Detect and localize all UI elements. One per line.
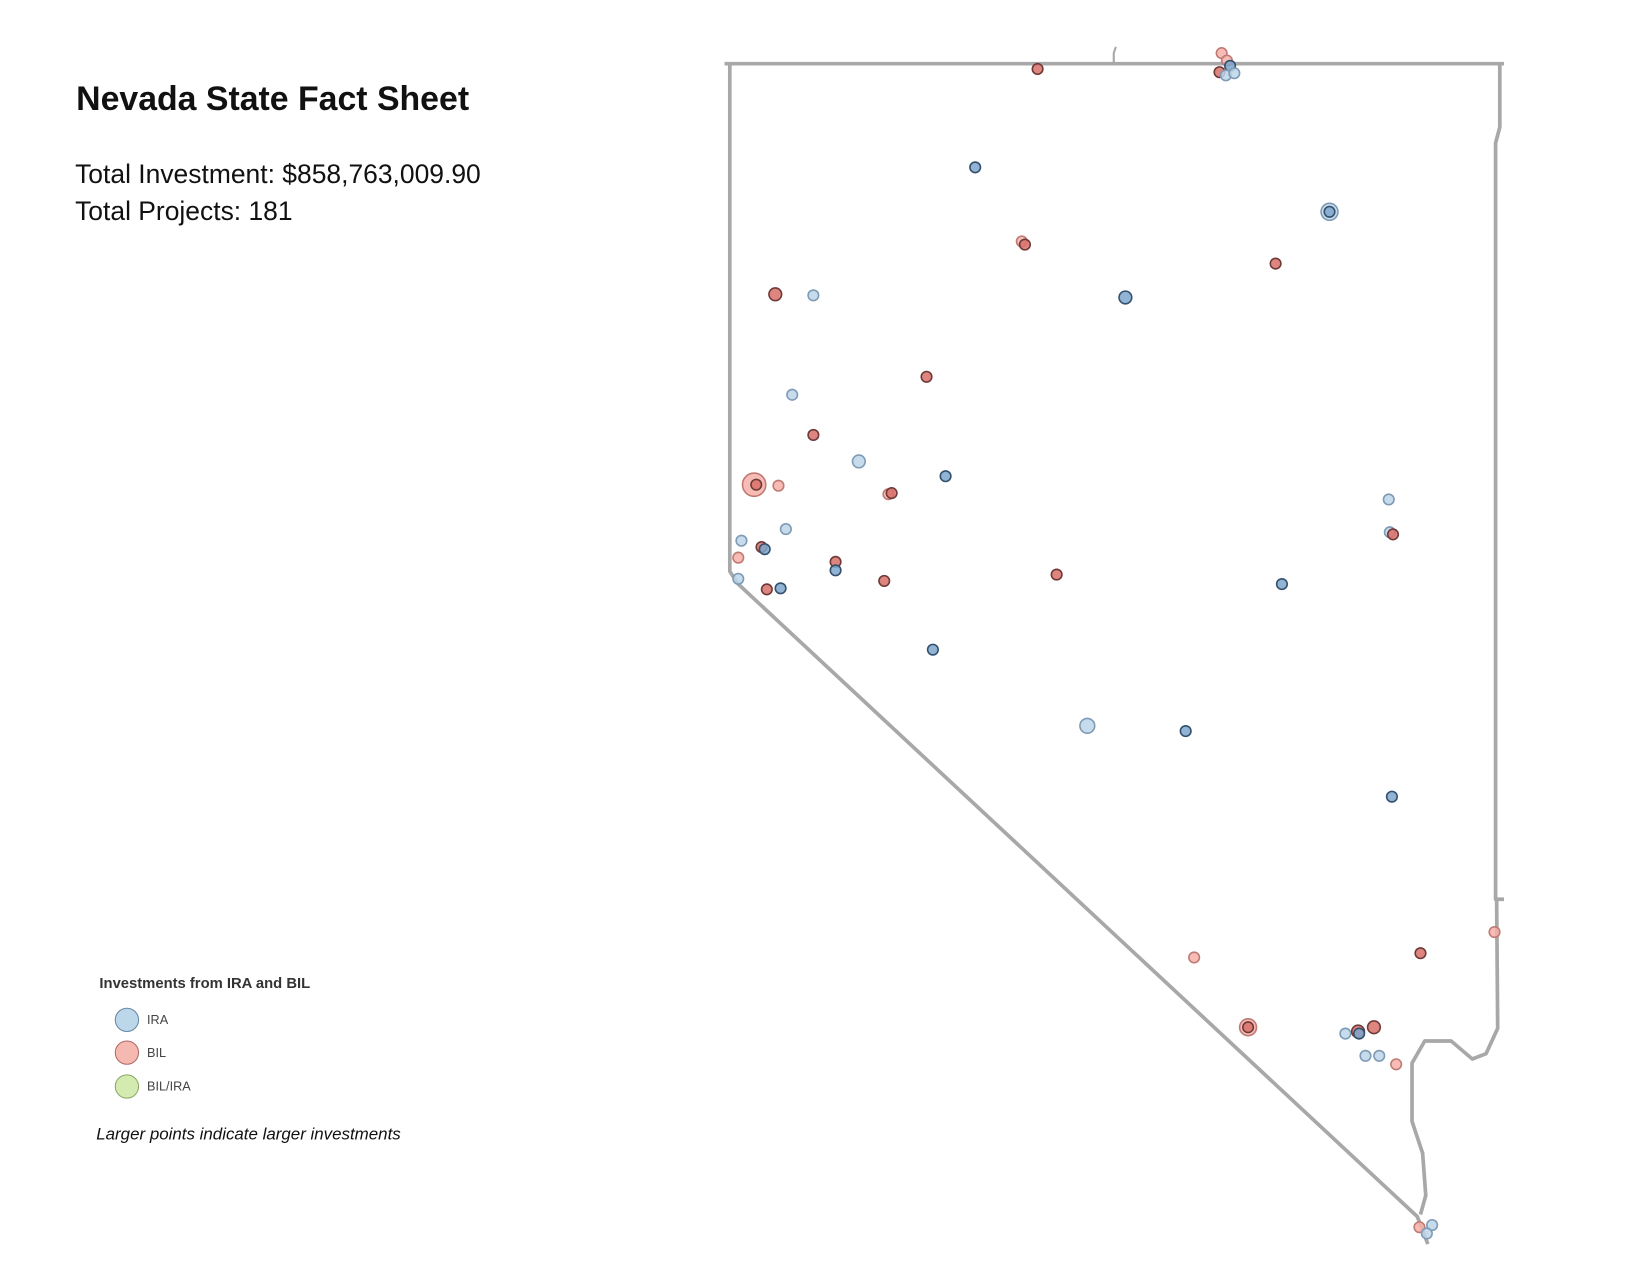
legend-swatch (114, 1007, 140, 1033)
project-point (732, 551, 745, 564)
project-point (920, 370, 933, 383)
project-point (1228, 67, 1241, 80)
project-point (1079, 717, 1096, 735)
project-point (786, 388, 799, 401)
project-point (1488, 925, 1501, 939)
project-point (1118, 290, 1133, 305)
project-point (779, 523, 792, 536)
project-point (1031, 62, 1044, 76)
project-point (1420, 1227, 1433, 1240)
project-point (1241, 1021, 1255, 1034)
project-point (1359, 1049, 1372, 1062)
project-point (1050, 568, 1063, 581)
project-point (760, 583, 773, 596)
project-point (1275, 578, 1289, 591)
project-point (732, 572, 745, 585)
legend-title: Investments from IRA and BIL (99, 976, 310, 992)
project-point (1269, 257, 1282, 270)
project-point (768, 287, 783, 302)
total-investment: Total Investment: $858,763,009.90 (75, 159, 481, 189)
page-title: Nevada State Fact Sheet (76, 80, 469, 118)
project-point (1385, 790, 1399, 803)
project-point (939, 470, 952, 483)
legend-label: IRA (147, 1013, 169, 1027)
project-point (1390, 1058, 1403, 1071)
state-border-tick (1112, 46, 1117, 64)
project-point (758, 543, 771, 556)
project-point (1382, 493, 1395, 506)
project-point (885, 487, 898, 500)
project-point (926, 643, 939, 656)
legend-swatch (114, 1040, 140, 1065)
legend-swatch (114, 1074, 140, 1099)
project-point (1373, 1049, 1386, 1062)
project-point (807, 289, 820, 302)
project-points (732, 47, 1501, 1240)
project-point (829, 564, 842, 577)
project-point (851, 454, 866, 469)
total-projects: Total Projects: 181 (75, 196, 292, 226)
project-point (1018, 238, 1031, 251)
project-point (1179, 725, 1192, 738)
project-point (750, 478, 763, 491)
project-point (1323, 205, 1336, 218)
project-point (1386, 528, 1400, 541)
project-point (1188, 951, 1201, 964)
legend-label: BIL/IRA (147, 1080, 191, 1094)
legend-label: BIL (147, 1046, 166, 1060)
project-point (772, 479, 785, 492)
project-point (1366, 1020, 1382, 1035)
project-point (1353, 1027, 1366, 1040)
project-point (774, 582, 787, 595)
project-point (969, 161, 982, 174)
project-point (878, 574, 891, 587)
state-outline (724, 61, 1505, 1245)
project-point (1426, 1218, 1439, 1232)
project-point (1414, 947, 1427, 960)
project-point (1339, 1027, 1352, 1040)
project-point (807, 428, 820, 442)
legend-note: Larger points indicate larger investment… (96, 1124, 401, 1143)
project-point (735, 534, 748, 547)
